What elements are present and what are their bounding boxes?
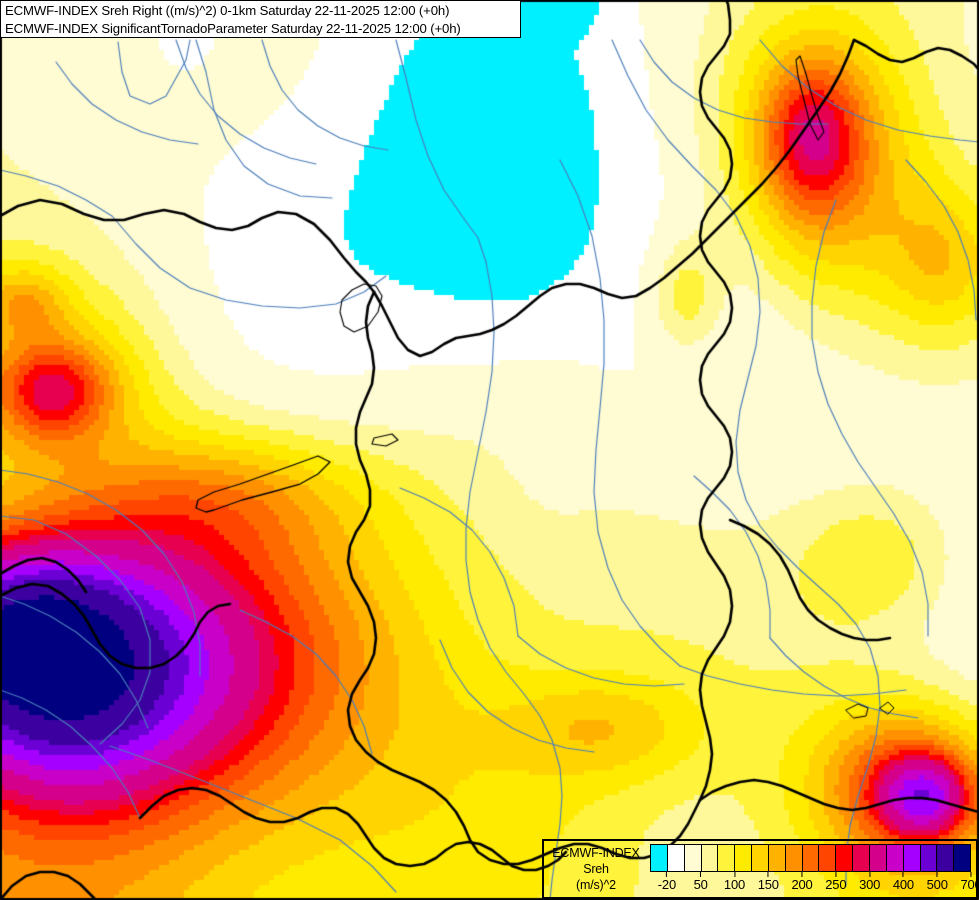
legend-caption: ECMWF-INDEX Sreh (m/s)^2 [544,841,648,893]
colorbar-tick: 100 [724,872,745,892]
colorbar-tick: 50 [694,872,708,892]
colorbar-tick-label: 400 [892,877,914,892]
colorbar-swatch [937,845,955,871]
colorbar-swatch [802,845,820,871]
colorbar-tick-mark [936,872,938,877]
colorbar-tick-labels: -20 50 100 150 200 250 300 400 500 700 [650,872,979,896]
colorbar-tick-label: 500 [926,877,948,892]
colorbar-tick-label: 200 [791,877,813,892]
colorbar-tick-label: -20 [657,877,676,892]
colorbar-tick-label: 50 [693,877,708,892]
colorbar-tick: 250 [825,872,847,892]
colorbar-swatch [752,845,769,871]
colorbar-swatch [819,845,837,871]
colorbar-tick: 300 [859,872,880,892]
colorbar-tick-label: 700 [960,877,979,892]
colorbar-swatch [886,845,904,871]
colorbar-swatch [684,845,702,871]
colorbar-swatch [735,845,753,871]
colorbar-swatch [853,845,870,871]
legend-scale: -20 50 100 150 200 250 300 400 500 700 [648,841,979,896]
colorbar-swatch [718,845,736,871]
colorbar-tick: 400 [893,872,914,892]
colorbar-tick-mark [869,872,871,877]
colorbar-tick-label: 250 [825,877,847,892]
product-title-line-2: ECMWF-INDEX SignificantTornadoParameter … [5,21,461,36]
colorbar-swatch [836,845,854,871]
product-title-box: ECMWF-INDEX Sreh Right ((m/s)^2) 0-1km S… [0,0,521,38]
colorbar-legend: ECMWF-INDEX Sreh (m/s)^2 -20 50 100 150 200 2… [542,839,979,899]
colorbar-swatch [651,845,668,871]
colorbar-tick-label: 300 [859,877,881,892]
colorbar-swatch [920,845,938,871]
colorbar-tick: -20 [658,872,676,892]
colorbar-tick-mark [767,872,769,877]
colorbar-tick: 150 [758,872,779,892]
colorbar-swatches [650,844,971,872]
colorbar-tick-mark [835,872,837,877]
colorbar-swatch [954,845,971,871]
colorbar-tick-mark [733,872,735,877]
colorbar-swatch [785,845,803,871]
colorbar-tick-mark [970,872,972,877]
colorbar-tick: 500 [927,872,948,892]
legend-units-label: (m/s)^2 [576,878,616,892]
colorbar-tick-label: 100 [723,877,746,892]
colorbar-tick: 700 [960,872,979,892]
colorbar-tick: 200 [792,872,813,892]
colorbar-tick-label: 150 [757,877,779,892]
colorbar-tick-mark [801,872,803,877]
colorbar-tick-mark [700,872,702,877]
colorbar-swatch [869,845,887,871]
product-title-line-1: ECMWF-INDEX Sreh Right ((m/s)^2) 0-1km S… [5,3,450,18]
legend-model-label: ECMWF-INDEX [552,846,640,860]
colorbar-tick-mark [666,872,668,877]
colorbar-tick-mark [902,872,904,877]
colorbar-swatch [903,845,921,871]
legend-parameter-label: Sreh [583,862,609,876]
colorbar-swatch [701,845,719,871]
colorbar-swatch [667,845,685,871]
colorbar-swatch [768,845,786,871]
